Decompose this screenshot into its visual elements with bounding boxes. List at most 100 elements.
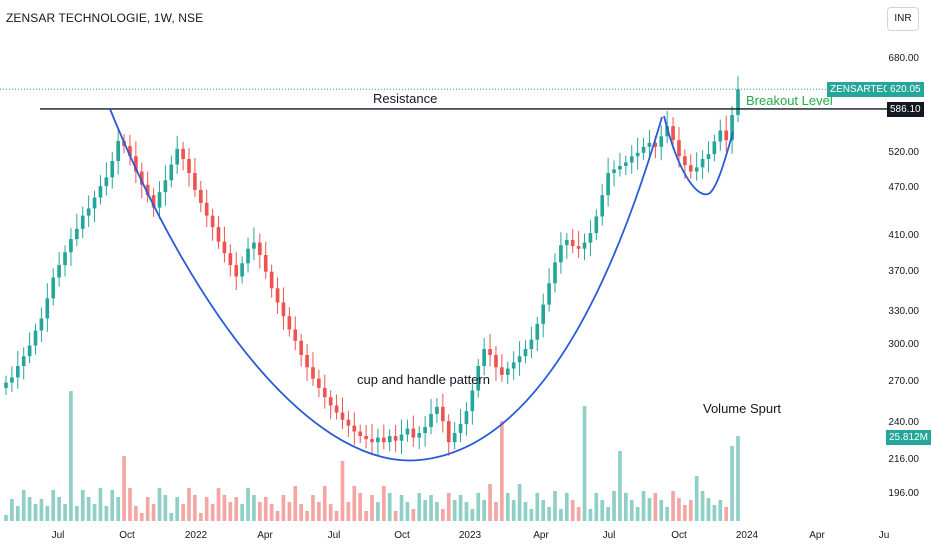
volume-bar — [370, 495, 374, 521]
candle — [677, 140, 681, 157]
candle — [547, 283, 551, 305]
volume-bar — [240, 504, 244, 521]
volume-bar — [269, 504, 274, 521]
volume-bar — [688, 500, 693, 521]
volume-bar — [647, 498, 652, 521]
candle — [730, 115, 734, 141]
y-tick-label: 300.00 — [888, 339, 919, 350]
candle — [435, 406, 439, 414]
volume-bar — [222, 495, 227, 521]
volume-bar — [505, 493, 510, 521]
candle — [305, 355, 309, 368]
volume-bar — [57, 497, 61, 521]
volume-bar — [435, 502, 439, 521]
candle — [618, 165, 622, 170]
volume-bar — [730, 446, 734, 521]
volume-bar — [228, 502, 233, 521]
volume-bar — [677, 498, 681, 521]
volume-bar — [736, 436, 740, 521]
candle — [505, 368, 510, 375]
x-tick-label: Apr — [257, 530, 273, 541]
handle-curve — [663, 115, 734, 196]
candle — [612, 169, 616, 174]
volume-bar — [21, 490, 26, 521]
y-tick-label: 410.00 — [888, 230, 919, 241]
candle — [181, 148, 185, 159]
volume-bar — [724, 507, 729, 521]
volume-bar — [110, 490, 115, 521]
volume-bar — [116, 497, 120, 521]
volume-bar — [128, 488, 132, 521]
candle — [63, 252, 67, 266]
candle — [198, 189, 203, 203]
volume-bar — [624, 493, 628, 521]
candle — [204, 202, 209, 216]
volume-bar — [600, 500, 605, 521]
volume-bar — [15, 506, 20, 521]
candle — [175, 148, 180, 165]
candle — [441, 406, 445, 422]
candle — [570, 239, 575, 247]
volume-bar — [281, 495, 286, 521]
candle — [541, 304, 546, 324]
candle — [139, 171, 144, 185]
currency-button[interactable]: INR — [887, 7, 919, 31]
candle — [275, 288, 280, 303]
volume-bar — [175, 497, 180, 521]
candle — [21, 356, 26, 367]
volume-bar — [606, 507, 610, 521]
candle — [216, 227, 221, 242]
volume-bar — [387, 493, 392, 521]
y-tick-label: 680.00 — [888, 53, 919, 64]
cup-curve — [109, 108, 663, 462]
y-tick-label: 196.00 — [888, 488, 919, 499]
volume-bar — [517, 484, 522, 521]
volume-bar — [665, 507, 669, 521]
last-price-tag: 620.05 — [887, 82, 924, 97]
candle — [33, 330, 38, 346]
volume-bar — [494, 502, 498, 521]
pattern-label: cup and handle pattern — [357, 372, 490, 387]
volume-spurt-label: Volume Spurt — [703, 401, 782, 416]
volume-bar — [500, 421, 504, 521]
candle — [210, 215, 215, 228]
volume-bar — [151, 504, 156, 521]
volume-bar — [169, 513, 174, 521]
y-tick-label: 330.00 — [888, 306, 919, 317]
x-tick-label: Ju — [879, 530, 890, 541]
candle — [328, 397, 333, 406]
candle — [269, 271, 274, 289]
volume-bar — [293, 486, 298, 521]
volume-bar — [234, 497, 239, 521]
volume-bar — [69, 391, 73, 521]
candle — [45, 298, 50, 319]
volume-bar — [706, 498, 711, 521]
volume-bar — [157, 488, 162, 521]
candle — [4, 382, 8, 388]
candle — [529, 339, 534, 350]
candle — [446, 421, 451, 443]
volume-bar — [311, 495, 315, 521]
volume-bar — [641, 491, 646, 521]
candle — [39, 318, 44, 331]
candle — [258, 242, 262, 256]
volume-bar — [86, 497, 91, 521]
candle — [15, 366, 20, 378]
candle — [364, 436, 368, 440]
candle — [488, 349, 492, 356]
volume-bar — [33, 504, 38, 521]
resistance-label: Resistance — [373, 91, 438, 106]
volume-bar — [399, 495, 404, 521]
volume-bar — [98, 488, 103, 521]
candle — [470, 390, 475, 412]
candle — [134, 156, 138, 172]
volume-bar — [559, 509, 563, 521]
candle — [27, 345, 32, 357]
volume-bar — [618, 451, 622, 521]
volume-bar — [547, 507, 551, 521]
volume-bar — [523, 502, 528, 521]
volume-bar — [423, 500, 427, 521]
volume-bar — [529, 509, 534, 521]
candle — [263, 255, 268, 272]
